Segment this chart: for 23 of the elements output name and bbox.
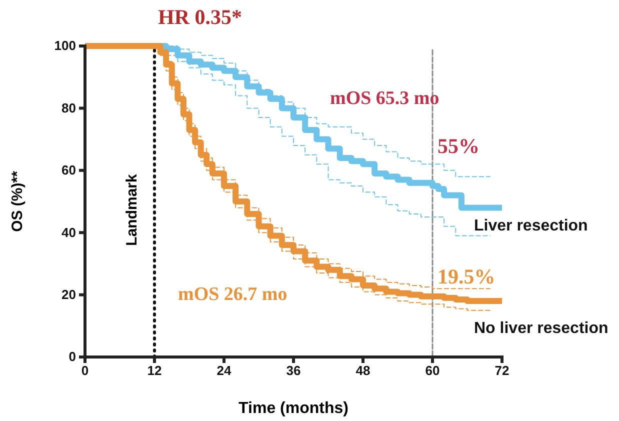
x-tick-label: 36 bbox=[286, 363, 301, 378]
y-tick-label: 0 bbox=[68, 349, 76, 364]
y-tick-label: 20 bbox=[62, 286, 76, 302]
x-tick-label: 72 bbox=[494, 363, 510, 378]
series-label: No liver resection bbox=[474, 320, 608, 338]
series-label: Liver resection bbox=[474, 218, 588, 235]
y-tick-label: 100 bbox=[54, 38, 76, 54]
y-tick-label: 80 bbox=[62, 100, 76, 116]
x-tick-label: 24 bbox=[216, 363, 232, 378]
ref-line-label: Landmark bbox=[124, 174, 140, 246]
annotation: 19.5% bbox=[438, 264, 496, 288]
annotation: mOS 26.7 mo bbox=[178, 284, 288, 305]
y-tick-label: 40 bbox=[62, 224, 76, 240]
x-tick-label: 60 bbox=[425, 363, 440, 378]
annotation: mOS 65.3 mo bbox=[330, 88, 440, 109]
x-tick-label: 48 bbox=[356, 363, 370, 378]
annotation: 55% bbox=[438, 134, 480, 158]
y-tick-label: 60 bbox=[62, 162, 76, 178]
x-tick-label: 12 bbox=[147, 363, 162, 378]
x-tick-label: 0 bbox=[81, 363, 89, 378]
chart-title: HR 0.35* bbox=[158, 5, 242, 29]
y-axis-title: OS (%)** bbox=[9, 170, 26, 232]
x-axis-title: Time (months) bbox=[238, 400, 348, 417]
